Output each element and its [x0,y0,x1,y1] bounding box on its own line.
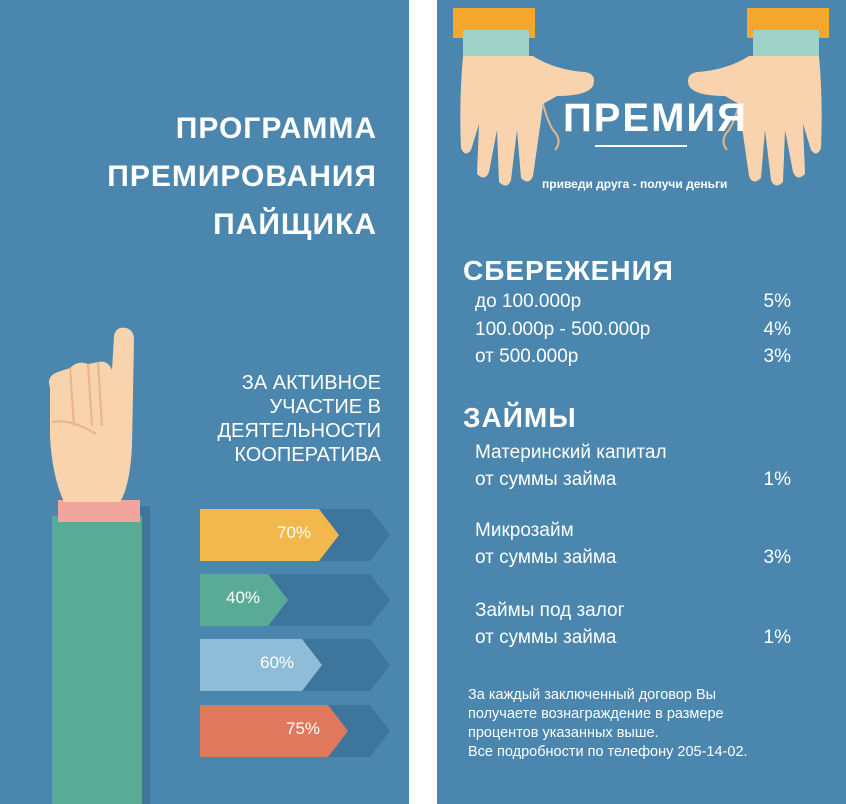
left-panel: ПРОГРАММА ПРЕМИРОВАНИЯ ПАЙЩИКА ЗА АКТИВН… [0,0,409,804]
subtitle-line-3: ДЕЯТЕЛЬНОСТИ [217,420,381,442]
heading-divider [595,145,687,147]
program-title-line-1: ПРОГРАММА [175,112,377,145]
loan-3-title: Займы под залог [475,600,625,621]
loan-1-subtitle: от суммы займа [475,469,617,490]
bar-label-2: 40% [226,588,261,607]
loans-heading: ЗАЙМЫ [463,402,577,433]
footer-note-line-3: процентов указанных выше. [468,725,659,741]
bar-shape-1 [200,509,390,561]
footer-note-line-4: Все подробности по телефону 205-14-02. [468,744,748,760]
loan-3-rate: 1% [763,627,791,648]
loan-1-rate: 1% [763,469,791,490]
bar-fill-4 [200,705,348,757]
footer-note-line-2: получаете вознаграждение в размере [468,706,724,722]
loan-2-title: Микрозайм [475,520,574,541]
bonus-heading: ПРЕМИЯ [563,96,748,140]
savings-heading: СБЕРЕЖЕНИЯ [463,255,674,286]
progress-bar-4: 75% [200,705,390,757]
footer-note-line-1: За каждый заключенный договор Вы [468,687,717,703]
savings-row-1-rate: 5% [763,291,791,312]
open-hands-icon [453,8,829,186]
progress-bar-3: 60% [200,639,390,691]
savings-row-2-label: 100.000р - 500.000р [475,319,651,340]
subtitle-line-4: КООПЕРАТИВА [234,444,381,466]
subtitle-line-1: ЗА АКТИВНОЕ [241,372,381,394]
loan-1-title: Материнский капитал [475,442,667,463]
referral-tagline: приведи друга - получи деньги [542,177,728,191]
bar-fill-2 [200,574,288,626]
savings-row-3-label: от 500.000р [475,346,579,367]
subtitle-line-2: УЧАСТИЕ В [269,396,381,418]
right-panel: ПРЕМИЯ приведи друга - получи деньги СБЕ… [437,0,846,804]
loan-2-rate: 3% [763,547,791,568]
loan-3-subtitle: от суммы займа [475,627,617,648]
bar-fill-1 [200,509,339,561]
progress-bar-1: 70% [200,509,390,561]
progress-bar-2: 40% [200,574,390,626]
bar-label-1: 70% [277,523,312,542]
bar-shape-4 [200,705,390,757]
bar-fill-3 [200,639,322,691]
savings-row-3-rate: 3% [763,346,791,367]
bar-shape-2 [200,574,390,626]
loan-2-subtitle: от суммы займа [475,547,617,568]
program-title-line-3: ПАЙЩИКА [213,208,377,241]
bar-label-3: 60% [260,653,295,672]
bar-shape-3 [200,639,390,691]
pointing-hand-icon [49,327,150,804]
program-title-line-2: ПРЕМИРОВАНИЯ [107,160,377,193]
savings-row-2-rate: 4% [763,319,791,340]
bar-label-4: 75% [286,719,321,738]
savings-row-1-label: до 100.000р [475,291,582,312]
